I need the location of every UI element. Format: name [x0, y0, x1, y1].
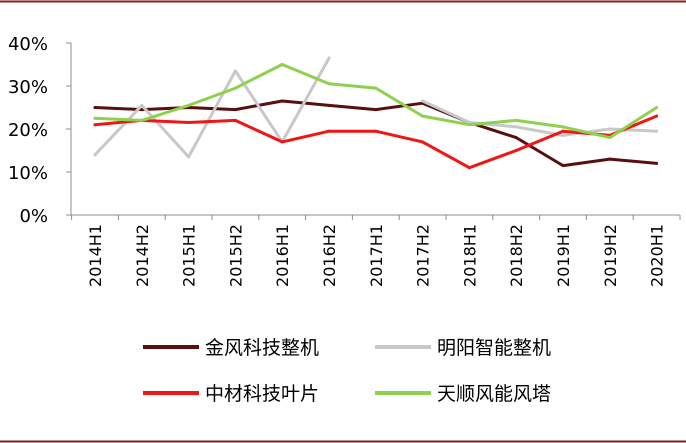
data-point	[655, 114, 659, 118]
data-point	[327, 103, 331, 107]
x-tick-label: 2016H1	[273, 224, 292, 287]
data-point	[514, 149, 518, 152]
data-point	[561, 133, 565, 137]
data-point	[655, 161, 659, 165]
data-point	[187, 121, 191, 125]
y-tick-label: 40%	[8, 34, 48, 55]
x-tick-label: 2020H1	[648, 224, 667, 287]
legend-item: 天顺风能风塔	[375, 383, 551, 405]
data-point	[421, 99, 425, 103]
x-tick-label: 2014H1	[86, 224, 105, 287]
y-tick-label: 20%	[8, 120, 48, 141]
data-point	[514, 125, 518, 129]
data-point	[561, 129, 565, 133]
data-point	[514, 136, 518, 140]
data-point	[140, 108, 144, 112]
data-point	[608, 136, 612, 140]
axes: 0% 10% 20% 30% 40% 2014H1 2014H2 2015H1 2015H2 20…	[8, 34, 681, 287]
legend-item: 金风科技整机	[143, 337, 319, 359]
x-tick-label: 2018H2	[507, 224, 526, 287]
data-point	[140, 118, 144, 122]
x-tick-label: 2015H2	[226, 224, 245, 287]
data-point	[327, 56, 331, 60]
data-point	[374, 86, 378, 90]
data-point	[187, 103, 191, 107]
data-point	[280, 99, 284, 103]
data-point	[374, 129, 378, 133]
x-tick-label: 2014H2	[133, 224, 152, 287]
series-lines	[93, 56, 659, 170]
legend-label: 明阳智能整机	[437, 337, 551, 359]
x-tick-label: 2019H2	[601, 224, 620, 287]
data-point	[233, 108, 237, 112]
data-point	[140, 103, 144, 107]
x-tick-label: 2017H2	[414, 224, 433, 287]
legend-item: 明阳智能整机	[375, 337, 551, 359]
data-point	[280, 63, 284, 66]
x-tick-label: 2019H1	[554, 224, 573, 287]
data-point	[233, 86, 237, 90]
data-point	[93, 106, 97, 109]
data-point	[561, 125, 565, 129]
series-line-2	[93, 56, 659, 159]
x-tick-label: 2018H1	[460, 224, 479, 287]
series-line-4	[93, 63, 659, 140]
y-tick-label: 10%	[8, 163, 48, 184]
data-point	[93, 116, 97, 120]
data-point	[467, 123, 471, 127]
x-tick-label: 2015H1	[180, 224, 199, 287]
data-point	[608, 127, 612, 131]
legend-item: 中材科技叶片	[143, 383, 319, 405]
data-point	[514, 118, 518, 122]
data-point	[327, 129, 331, 133]
data-point	[233, 118, 237, 122]
legend-label: 中材科技叶片	[205, 383, 319, 405]
data-point	[187, 155, 191, 159]
x-tick-label: 2017H1	[367, 224, 386, 287]
data-point	[93, 123, 97, 127]
data-point	[421, 140, 425, 144]
x-tick-label: 2016H2	[320, 224, 339, 287]
data-point	[655, 106, 659, 109]
data-point	[655, 129, 659, 133]
data-point	[608, 157, 612, 161]
y-tick-label: 30%	[8, 77, 48, 98]
data-point	[561, 164, 565, 168]
data-point	[280, 140, 284, 144]
data-point	[93, 153, 97, 157]
data-point	[467, 166, 471, 170]
y-tick-label: 0%	[19, 206, 48, 227]
series-line-3	[93, 114, 659, 170]
data-point	[327, 82, 331, 86]
data-point	[374, 108, 378, 112]
legend-label: 金风科技整机	[205, 337, 319, 359]
data-point	[233, 69, 237, 73]
legend-label: 天顺风能风塔	[437, 383, 551, 405]
data-point	[421, 114, 425, 118]
